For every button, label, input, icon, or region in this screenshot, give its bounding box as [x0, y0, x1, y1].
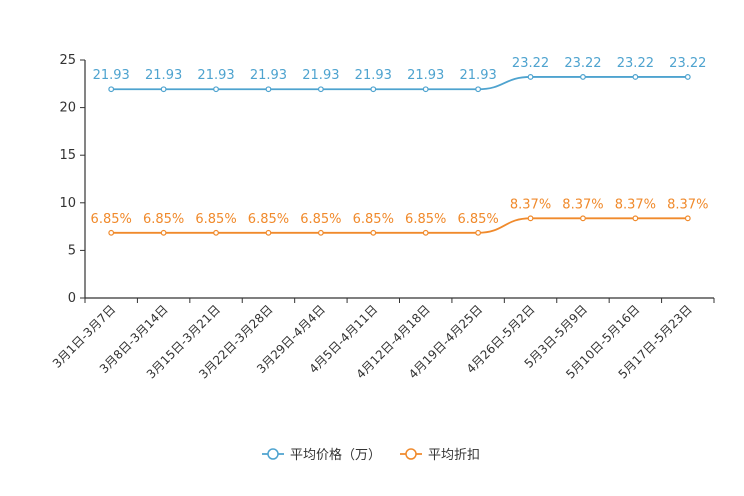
- data-label: 21.93: [460, 68, 497, 83]
- y-tick-label: 10: [59, 196, 76, 211]
- data-point[interactable]: [317, 86, 324, 93]
- data-point[interactable]: [632, 215, 639, 222]
- y-tick-label: 20: [59, 101, 76, 116]
- data-point[interactable]: [370, 229, 377, 236]
- data-label: 8.37%: [615, 197, 656, 212]
- data-label: 6.85%: [248, 212, 289, 227]
- data-label: 8.37%: [562, 197, 603, 212]
- data-point[interactable]: [108, 229, 115, 236]
- data-point[interactable]: [422, 86, 429, 93]
- data-label: 23.22: [564, 56, 601, 71]
- data-point[interactable]: [422, 229, 429, 236]
- data-label: 6.85%: [195, 212, 236, 227]
- legend-marker-icon: [405, 448, 417, 460]
- data-label: 21.93: [407, 68, 444, 83]
- series-layer: 21.93 21.93 21.93 21.93 21.93 21.93 21.93 21.93…: [91, 56, 708, 236]
- data-label: 6.85%: [143, 212, 184, 227]
- y-tick-label: 15: [59, 148, 76, 163]
- data-label: 8.37%: [667, 197, 708, 212]
- data-point[interactable]: [684, 215, 691, 222]
- data-label: 23.22: [669, 56, 706, 71]
- series-line: [111, 76, 688, 91]
- data-label: 6.85%: [300, 212, 341, 227]
- data-point[interactable]: [370, 86, 377, 93]
- data-point[interactable]: [213, 86, 219, 93]
- data-label: 21.93: [302, 68, 339, 83]
- data-label: 21.93: [197, 68, 234, 83]
- series-0: 21.93 21.93 21.93 21.93 21.93 21.93 21.93 21.93…: [93, 56, 706, 93]
- data-point[interactable]: [265, 86, 272, 93]
- legend-label: 平均折扣: [428, 448, 480, 463]
- data-label: 23.22: [617, 56, 654, 71]
- data-label: 6.85%: [91, 212, 132, 227]
- legend[interactable]: 平均价格（万） 平均折扣: [262, 447, 480, 463]
- data-label: 21.93: [93, 68, 130, 83]
- data-point[interactable]: [475, 229, 482, 236]
- y-tick-label: 0: [68, 291, 76, 306]
- data-point[interactable]: [684, 74, 691, 80]
- data-label: 21.93: [145, 68, 182, 83]
- legend-marker-icon: [267, 448, 279, 460]
- y-tick-label: 25: [59, 53, 76, 68]
- data-label: 21.93: [355, 68, 392, 83]
- data-label: 6.85%: [353, 212, 394, 227]
- data-point[interactable]: [527, 74, 534, 80]
- legend-item-0[interactable]: 平均价格（万）: [262, 447, 381, 463]
- series-1: 6.85% 6.85% 6.85% 6.85% 6.85% 6.85% 6.85% 6.85%…: [91, 197, 708, 236]
- legend-label: 平均价格（万）: [290, 447, 381, 463]
- y-tick-label: 5: [68, 243, 76, 258]
- data-point[interactable]: [317, 229, 324, 236]
- data-point[interactable]: [160, 86, 167, 93]
- data-point[interactable]: [475, 86, 482, 93]
- data-point[interactable]: [108, 86, 115, 93]
- data-label: 21.93: [250, 68, 287, 83]
- data-point[interactable]: [160, 229, 167, 236]
- data-point[interactable]: [213, 229, 219, 236]
- data-point[interactable]: [632, 74, 639, 80]
- data-point[interactable]: [580, 215, 586, 222]
- data-point[interactable]: [580, 74, 586, 80]
- data-point[interactable]: [265, 229, 272, 236]
- data-label: 23.22: [512, 56, 549, 71]
- legend-item-1[interactable]: 平均折扣: [400, 448, 480, 463]
- data-label: 6.85%: [405, 212, 446, 227]
- series-line: [111, 217, 688, 234]
- data-label: 8.37%: [510, 197, 551, 212]
- data-label: 6.85%: [457, 212, 498, 227]
- data-point[interactable]: [527, 215, 534, 222]
